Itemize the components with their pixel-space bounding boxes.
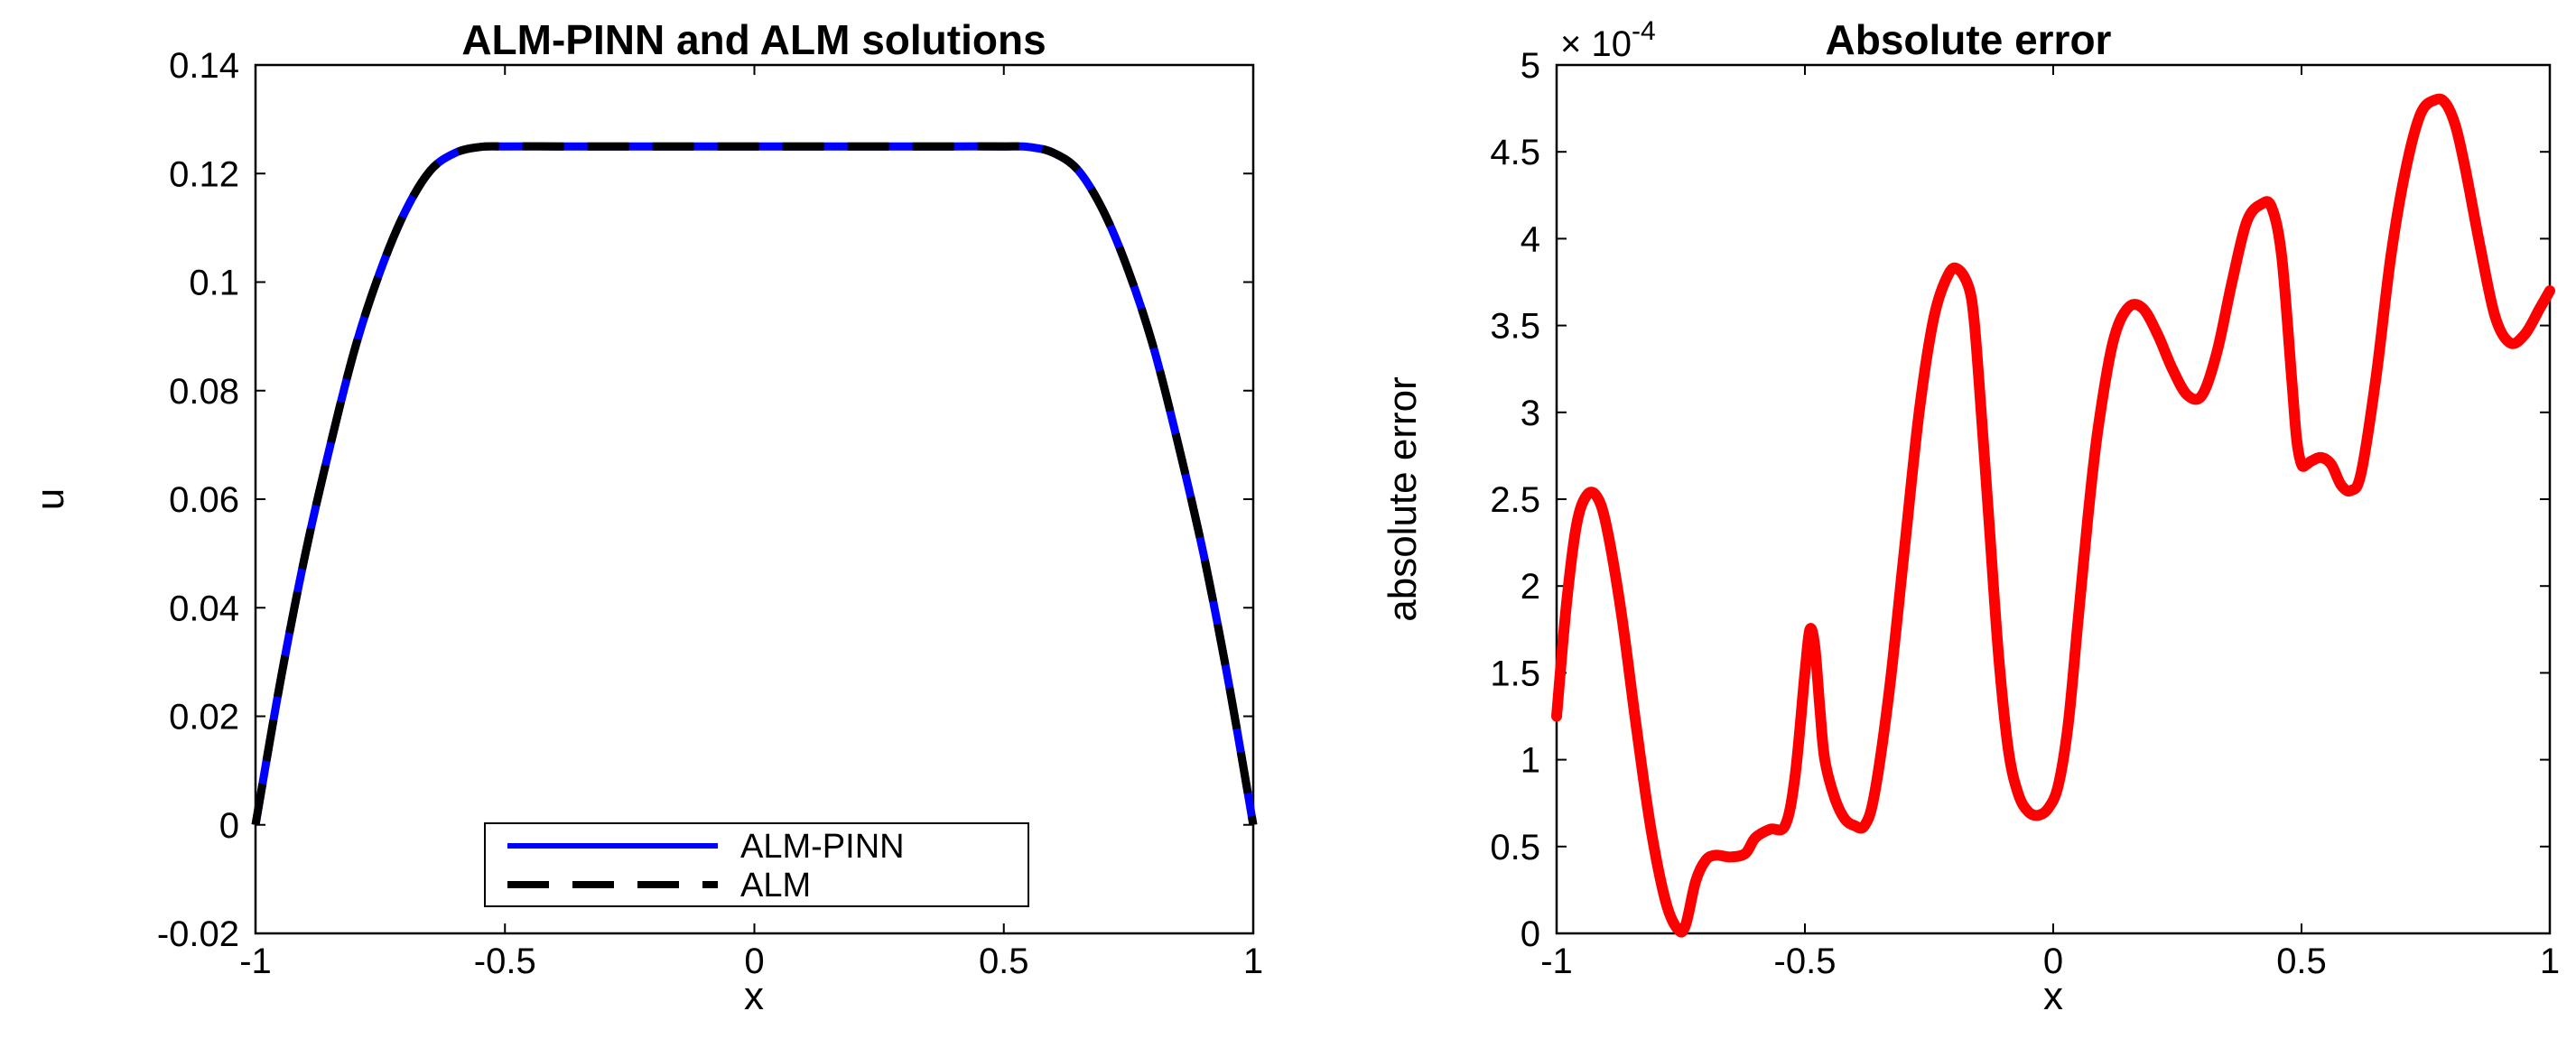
solutions-ticks: -1 -0.5 0 0.5 1 -0.02 0 0.02 0.04 0.06 0.08 0.1 0.12… [157,46,1263,981]
y-tick-label: 0.5 [1490,828,1540,867]
y-tick-label: 0.08 [169,372,239,412]
y-tick-label: 0 [219,806,239,846]
y-tick-label: 3.5 [1490,307,1540,347]
y-tick-label: 0.1 [189,264,239,303]
legend-label-alm: ALM [740,867,811,904]
y-tick-label: 1.5 [1490,654,1540,693]
y-tick-label: 2 [1520,567,1540,607]
y-tick-label: 0.04 [169,589,239,628]
solutions-series [251,142,1258,826]
error-panel: Absolute error -1 -0.5 0 0.5 1 0 0.5 1 1.5 2 2.5 3 3… [1381,16,2560,1018]
x-tick-label: 0 [2043,942,2063,981]
solutions-plot-frame [254,63,1255,935]
x-tick-label: 0 [744,942,764,981]
y-tick-label: 0.12 [169,154,239,194]
y-tick-label: 0.14 [169,46,239,86]
y-tick-label: 5 [1520,46,1540,86]
error-chart-title: Absolute error [1826,16,2112,63]
solutions-chart-title: ALM-PINN and ALM solutions [461,16,1046,63]
solutions-x-axis-label: x [744,974,764,1018]
x-tick-label: 0.5 [2276,942,2327,981]
x-tick-label: -0.5 [1774,942,1837,981]
y-tick-label: 0.02 [169,698,239,738]
x-tick-label: -0.5 [474,942,536,981]
y-tick-label: 3 [1520,394,1540,433]
x-tick-label: 1 [1243,942,1263,981]
y-tick-label: 0 [1520,914,1540,954]
legend-box [484,822,1029,907]
x-tick-label: -1 [239,942,272,981]
y-tick-label: 4.5 [1490,133,1540,172]
x-tick-label: -1 [1540,942,1573,981]
solutions-y-axis-label: u [28,488,72,510]
error-y-multiplier: × 10-4 [1560,16,1656,64]
solution-line-alm [251,142,1258,826]
y-tick-label: -0.02 [157,914,239,954]
solutions-panel: ALM-PINN and ALM solutions -1 -0.5 0 0.5 1 -0… [28,16,1263,1018]
y-tick-label: 0.06 [169,480,239,520]
legend-label-alm-pinn: ALM-PINN [740,828,905,866]
x-tick-label: 0.5 [979,942,1029,981]
legend: ALM-PINN ALM [484,822,1029,907]
error-y-multiplier-exponent: -4 [1632,16,1656,46]
error-y-axis-label: absolute error [1381,376,1425,621]
y-tick-label: 4 [1520,219,1540,259]
error-line-absolute-error [1551,93,2555,938]
x-tick-label: 1 [2540,942,2560,981]
error-x-axis-label: x [2043,974,2063,1018]
error-y-multiplier-base: × 10 [1560,24,1632,64]
y-tick-label: 2.5 [1490,480,1540,520]
y-tick-label: 1 [1520,741,1540,781]
error-series [1551,93,2555,938]
error-ticks: -1 -0.5 0 0.5 1 0 0.5 1 1.5 2 2.5 3 3.5 4 4.5 5 [1490,46,2560,981]
